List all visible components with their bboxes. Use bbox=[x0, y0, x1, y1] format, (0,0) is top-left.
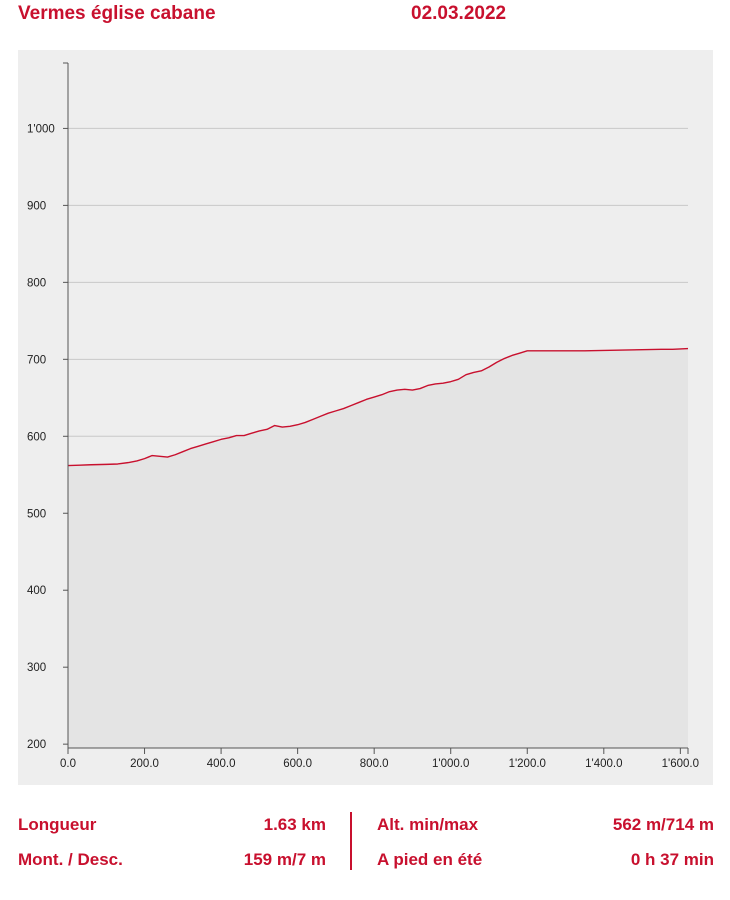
y-tick-label: 800 bbox=[27, 277, 46, 289]
walking-time-label: A pied en été bbox=[377, 850, 483, 869]
y-tick-label: 700 bbox=[27, 354, 46, 366]
route-date: 02.03.2022 bbox=[411, 3, 507, 24]
walking-time-value: 0 h 37 min bbox=[630, 850, 714, 869]
x-tick-label: 400.0 bbox=[207, 758, 236, 770]
y-tick-label: 200 bbox=[27, 739, 46, 751]
altitude-minmax-label: Alt. min/max bbox=[377, 815, 479, 834]
x-tick-label: 1'600.0 bbox=[662, 758, 699, 770]
y-tick-label: 400 bbox=[27, 585, 46, 597]
route-title: Vermes église cabane bbox=[18, 3, 216, 24]
x-tick-label: 1'000.0 bbox=[432, 758, 469, 770]
y-tick-label: 300 bbox=[27, 662, 46, 674]
x-tick-label: 600.0 bbox=[283, 758, 312, 770]
y-tick-label: 1'000 bbox=[27, 123, 55, 135]
ascent-descent-value: 159 m/7 m bbox=[243, 850, 326, 869]
x-tick-label: 200.0 bbox=[130, 758, 159, 770]
x-tick-label: 1'200.0 bbox=[509, 758, 546, 770]
elevation-area-fill bbox=[68, 348, 688, 748]
length-value: 1.63 km bbox=[263, 815, 326, 834]
y-tick-label: 500 bbox=[27, 508, 46, 520]
elevation-profile-chart: 200 300 400 500 600 700 800 900 1'000 0.0 200.0 400… bbox=[27, 62, 699, 770]
altitude-minmax-value: 562 m/714 m bbox=[612, 815, 714, 834]
y-tick-label: 600 bbox=[27, 431, 46, 443]
x-tick-label: 800.0 bbox=[360, 758, 389, 770]
length-label: Longueur bbox=[18, 815, 97, 834]
x-tick-label: 1'400.0 bbox=[585, 758, 622, 770]
x-tick-label: 0.0 bbox=[60, 758, 76, 770]
elevation-line bbox=[67, 347, 689, 467]
ascent-descent-label: Mont. / Desc. bbox=[18, 850, 123, 869]
route-stats: Longueur 1.63 km Mont. / Desc. 159 m/7 m… bbox=[0, 810, 730, 880]
y-tick-label: 900 bbox=[27, 200, 46, 212]
elevation-chart-panel: 200 300 400 500 600 700 800 900 1'000 0.0 200.0 400… bbox=[18, 50, 713, 785]
stats-divider bbox=[350, 812, 352, 870]
